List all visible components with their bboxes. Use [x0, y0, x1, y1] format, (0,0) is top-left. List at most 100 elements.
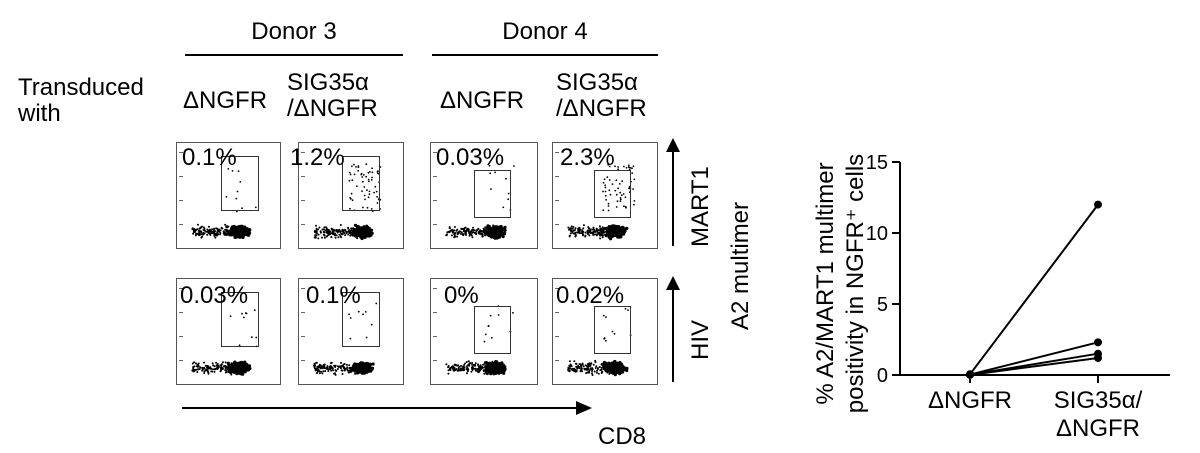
facs-event-dot [475, 230, 478, 233]
facs-event-dot [447, 369, 450, 372]
data-point [1094, 353, 1102, 362]
facs-event-dot [612, 368, 615, 371]
panel-frame [552, 278, 658, 385]
facs-event-dot [366, 206, 369, 209]
facs-event-dot [330, 236, 333, 238]
facs-event-dot [198, 368, 201, 371]
facs-event-dot [452, 231, 455, 233]
facs-event-dot [324, 370, 327, 373]
facs-event-dot [364, 365, 368, 369]
facs-event-dot [366, 189, 368, 191]
facs-event-dot [607, 163, 610, 166]
facs-event-dot [603, 233, 606, 236]
facs-event-dot [612, 232, 615, 235]
facs-event-dot [475, 369, 478, 372]
percentage-label: 0.03% [180, 282, 249, 309]
facs-event-dot [460, 233, 462, 235]
facs-event-dot [239, 181, 242, 183]
facs-event-dot [231, 365, 234, 368]
facs-event-dot [329, 367, 332, 370]
facs-event-dot [512, 311, 514, 314]
facs-event-dot [313, 367, 316, 370]
facs-axis-tick [555, 224, 559, 225]
facs-event-dot [457, 367, 460, 370]
facs-event-dot [482, 369, 485, 372]
facs-event-dot [588, 369, 591, 371]
facs-event-dot [487, 232, 490, 235]
facs-event-dot [322, 366, 325, 369]
facs-event-dot [591, 370, 593, 372]
facs-event-dot [321, 236, 323, 239]
facs-event-dot [474, 362, 477, 365]
facs-event-dot [354, 366, 356, 369]
hiv-arrow-head [666, 276, 680, 290]
facs-axis-tick [433, 224, 437, 225]
mart1-arrow-head [666, 138, 680, 152]
x-tick-label: ΔNGFR [928, 387, 1012, 414]
facs-panel-hiv-donor3-sig35a: 0.1% [298, 278, 404, 385]
facs-event-dot [236, 190, 239, 193]
facs-event-dot [224, 371, 227, 374]
facs-event-dot [236, 232, 239, 235]
facs-event-dot [355, 226, 358, 229]
facs-event-dot [215, 361, 218, 364]
data-point [966, 370, 974, 379]
facs-event-dot [594, 361, 597, 364]
series-line [969, 356, 1099, 376]
facs-event-dot [347, 233, 350, 236]
percentage-label: 2.3% [560, 144, 615, 171]
facs-event-dot [376, 170, 379, 173]
facs-event-dot [347, 230, 350, 233]
facs-event-dot [377, 172, 379, 175]
facs-event-dot [463, 366, 466, 369]
facs-event-dot [234, 233, 237, 236]
facs-event-dot [349, 197, 351, 199]
facs-event-dot [578, 367, 581, 370]
facs-event-dot [470, 230, 472, 233]
facs-event-dot [317, 233, 320, 236]
facs-event-dot [608, 227, 611, 229]
facs-event-dot [195, 368, 198, 371]
facs-event-dot [624, 307, 627, 310]
facs-event-dot [224, 365, 227, 368]
panel-frame [298, 278, 404, 385]
facs-event-dot [599, 369, 602, 371]
facs-event-dot [628, 168, 631, 171]
gate-box [221, 292, 259, 347]
facs-event-dot [606, 371, 609, 374]
facs-event-dot [365, 336, 368, 339]
facs-event-dot [203, 361, 206, 364]
facs-event-dot [352, 233, 355, 235]
y-tick-label: 15 [866, 152, 888, 174]
facs-event-dot [605, 368, 608, 371]
facs-event-dot [227, 371, 230, 373]
facs-event-dot [493, 230, 496, 233]
facs-axis-tick [555, 336, 559, 337]
y-tick-label: 0 [877, 365, 888, 387]
facs-event-dot [461, 228, 464, 230]
facs-event-dot [589, 363, 591, 366]
facs-event-dot [600, 232, 603, 235]
facs-event-dot [489, 172, 492, 175]
facs-event-dot [227, 225, 230, 228]
facs-event-dot [460, 365, 463, 367]
facs-event-dot [348, 371, 350, 374]
facs-event-dot [507, 198, 510, 201]
facs-event-dot [234, 236, 237, 239]
facs-event-dot [359, 363, 363, 367]
facs-event-dot [569, 232, 572, 235]
facs-event-dot [343, 369, 346, 371]
facs-event-dot [224, 223, 227, 226]
facs-event-dot [353, 163, 355, 166]
facs-event-dot [357, 169, 360, 172]
facs-event-dot [334, 369, 337, 372]
facs-event-dot [490, 367, 493, 370]
facs-event-dot [248, 366, 252, 371]
percentage-label: 0.1% [182, 144, 237, 171]
facs-event-dot [224, 361, 227, 364]
facs-event-dot [223, 231, 226, 234]
facs-event-dot [216, 232, 219, 235]
facs-event-dot [347, 227, 350, 230]
facs-event-dot [238, 230, 242, 234]
facs-event-dot [622, 193, 625, 195]
